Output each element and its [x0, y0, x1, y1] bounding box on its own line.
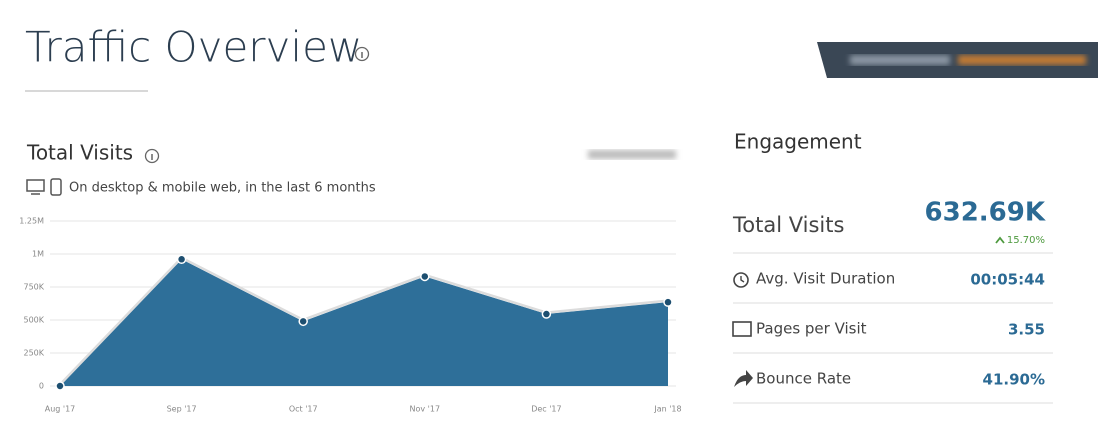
data-point — [541, 309, 552, 319]
metric-label: Bounce Rate — [756, 370, 851, 388]
desktop-icon — [26, 179, 45, 192]
data-point — [55, 381, 65, 391]
x-tick-label: Oct '17 — [289, 405, 318, 414]
metric-value: 41.90% — [983, 371, 1045, 389]
estimate-banner — [817, 42, 1098, 78]
metric-label: Avg. Visit Duration — [756, 270, 895, 288]
up-arrow — [995, 236, 1005, 244]
engagement-title: Engagement — [734, 130, 862, 154]
y-tick-label: 0 — [39, 382, 44, 391]
engagement-rows: Avg. Visit Duration 00:05:44 Pages per Vis… — [756, 270, 1045, 389]
clock-icon — [733, 272, 749, 288]
mobile-icon — [50, 178, 62, 196]
total-visits-label: Total Visits — [732, 213, 844, 237]
y-tick-label: 250K — [23, 349, 44, 358]
x-tick-label: Dec '17 — [531, 405, 561, 414]
info-icon[interactable] — [144, 148, 160, 164]
total-visits-change: 15.70% — [1007, 235, 1045, 246]
info-icon[interactable] — [354, 46, 370, 62]
x-tick-label: Aug '17 — [45, 405, 76, 414]
metric-label: Pages per Visit — [756, 320, 867, 338]
metric-value: 3.55 — [1008, 321, 1045, 339]
clock-hands — [740, 276, 745, 283]
blurred-link[interactable] — [958, 55, 1086, 65]
x-tick-label: Sep '17 — [167, 405, 197, 414]
total-visits-value: 632.69K — [925, 198, 1046, 228]
data-point — [298, 316, 308, 327]
data-point — [176, 254, 187, 265]
blurred-text — [850, 55, 950, 65]
chart-subtitle: On desktop & mobile web, in the last 6 m… — [69, 181, 376, 196]
y-tick-label: 500K — [23, 316, 44, 325]
metric-value: 00:05:44 — [970, 271, 1045, 289]
y-tick-label: 1.25M — [19, 217, 44, 226]
area-line — [59, 256, 669, 386]
bounce-icon — [734, 370, 753, 387]
data-point — [420, 271, 430, 282]
chart-title: Total Visits — [26, 141, 133, 165]
area — [60, 259, 668, 386]
plot: 0 250K 500K 750K 1M 1.25M Aug '17 Sep '17 Oct '1… — [19, 217, 681, 414]
x-tick-label: Nov '17 — [410, 405, 441, 414]
x-tick-label: Jan '18 — [653, 405, 681, 414]
data-point — [663, 297, 673, 307]
y-tick-label: 750K — [23, 283, 44, 292]
y-tick-label: 1M — [32, 250, 44, 259]
pages-icon — [732, 321, 752, 337]
blurred-embed-link[interactable] — [588, 150, 676, 159]
page-title: Traffic Overview — [25, 23, 362, 72]
